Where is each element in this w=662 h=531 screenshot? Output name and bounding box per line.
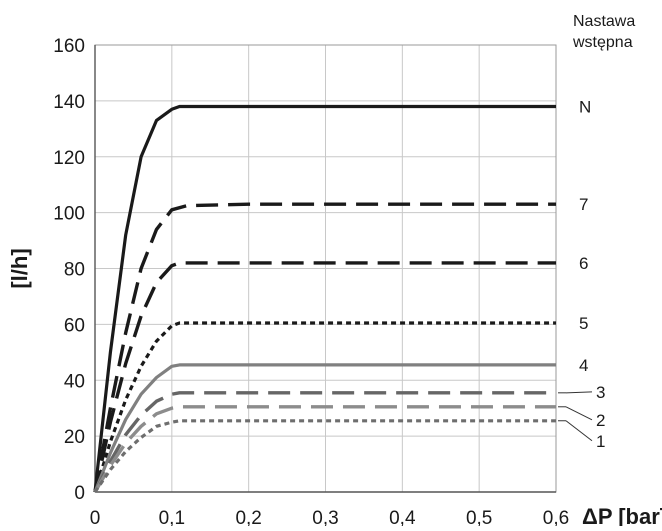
series-label-N: N: [579, 97, 591, 116]
series-label-3: 3: [596, 383, 605, 402]
y-tick-label: 40: [64, 371, 85, 392]
series-label-6: 6: [579, 254, 588, 273]
leader-line-3-b: [565, 391, 593, 394]
legend-title-line-2: wstępna: [572, 34, 633, 51]
x-tick-label: 0,3: [312, 508, 338, 526]
y-tick-label: 160: [53, 36, 85, 57]
series-line-2: [93, 405, 556, 493]
x-tick-label: 0,2: [235, 508, 261, 526]
series-label-2: 2: [596, 411, 605, 430]
legend-title-line-1: Nastawa: [573, 13, 635, 30]
leader-line-1-b: [565, 420, 593, 442]
series-group: [93, 104, 556, 493]
series-line-3: [93, 391, 556, 493]
x-tick-label: 0,5: [466, 508, 492, 526]
series-line-1: [93, 419, 556, 493]
y-tick-label: 120: [53, 148, 85, 169]
series-label-5: 5: [579, 314, 588, 333]
y-tick-label: 0: [74, 483, 85, 504]
labels-group: 0 20 40 60 80 100 120 140 160 0 0,1 0,2 0,3 0,4 0,5 0,6…: [53, 36, 605, 529]
y-tick-label: 80: [64, 260, 85, 281]
x-tick-label: 0: [90, 508, 101, 526]
leader-line-2-b: [565, 406, 593, 421]
series-label-4: 4: [579, 356, 588, 375]
series-line-N: [93, 104, 556, 493]
x-axis-label: ΔP [bar]: [582, 504, 662, 526]
grid: [94, 44, 557, 493]
series-label-7: 7: [579, 195, 588, 214]
series-line-7: [93, 202, 556, 493]
x-tick-label: 0,4: [389, 508, 416, 526]
series-line-5: [93, 321, 556, 493]
series-line-6: [93, 261, 556, 493]
series-line-4: [93, 363, 556, 493]
x-tick-label: 0,6: [543, 508, 569, 526]
y-tick-label: 60: [64, 315, 85, 336]
axes: [94, 44, 557, 493]
x-tick-label: 0,1: [159, 508, 185, 526]
y-tick-label: 140: [53, 92, 85, 113]
y-tick-label: 20: [64, 427, 85, 448]
y-tick-label: 100: [53, 204, 85, 225]
y-axis-label: [l/h]: [7, 248, 32, 288]
series-label-1: 1: [596, 432, 605, 451]
